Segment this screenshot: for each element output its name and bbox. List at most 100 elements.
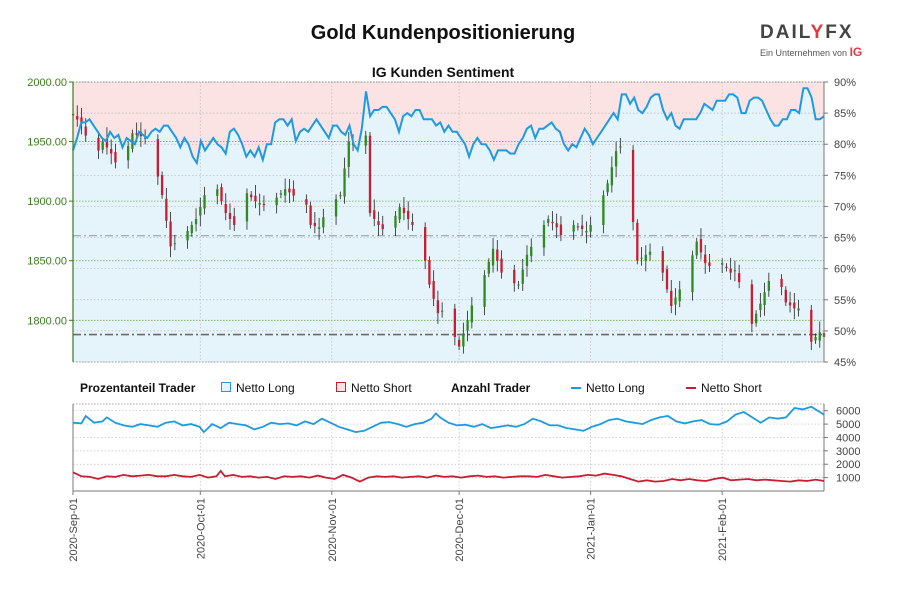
- pct-tick-label: 70%: [834, 201, 856, 213]
- candle-body: [619, 146, 622, 148]
- short-count-line: [72, 469, 825, 483]
- long-pct-line: [72, 87, 825, 166]
- candle-body: [674, 297, 677, 305]
- candle-body: [470, 305, 473, 323]
- candle-body: [699, 238, 703, 253]
- chart-subtitle: IG Kunden Sentiment: [371, 64, 515, 80]
- candle-body: [262, 203, 266, 206]
- candle-body: [126, 145, 130, 161]
- candle-body: [364, 135, 367, 146]
- candle-body: [424, 227, 427, 261]
- candle-body: [347, 141, 350, 167]
- candle-body: [721, 263, 724, 265]
- count-tick-label: 4000: [836, 432, 860, 444]
- candle-body: [228, 213, 232, 220]
- candle-body: [767, 280, 771, 291]
- candle-body: [555, 223, 558, 228]
- candle-body: [368, 135, 372, 214]
- x-tick-label: 2020-Dec-01: [454, 498, 466, 562]
- candle-body: [245, 193, 249, 222]
- legend-pct-short-swatch: [336, 382, 346, 392]
- candle-body: [288, 188, 291, 193]
- candle-body: [283, 189, 287, 196]
- pct-tick-label: 80%: [834, 139, 856, 151]
- candle-body: [309, 205, 312, 225]
- candle-body: [589, 224, 592, 232]
- legend-pct-long: Netto Long: [236, 381, 295, 395]
- count-tick-label: 1000: [836, 473, 860, 485]
- candle-body: [250, 194, 253, 198]
- candle-body: [432, 280, 435, 299]
- dailyfx-logo: DAILYFX Ein Unternehmen von IG: [760, 22, 870, 59]
- candle-body: [491, 248, 495, 266]
- long-count-line: [72, 405, 825, 434]
- candle-body: [640, 257, 643, 259]
- pct-tick-label: 90%: [834, 77, 856, 89]
- candle-body: [542, 224, 546, 248]
- x-tick-label: 2020-Sep-01: [68, 498, 80, 562]
- candle-body: [750, 284, 754, 324]
- candle-body: [80, 117, 83, 124]
- pct-tick-label: 85%: [834, 108, 856, 120]
- candle-body: [224, 204, 227, 214]
- legend-count-header: Anzahl Trader: [451, 381, 531, 395]
- candle-body: [292, 188, 295, 196]
- candle-body: [644, 254, 647, 261]
- candle-body: [220, 187, 223, 202]
- candle-body: [258, 203, 261, 205]
- candle-body: [254, 195, 257, 202]
- price-tick-label: 1850.00: [27, 256, 67, 268]
- candle-body: [559, 224, 563, 236]
- candle-body: [339, 195, 342, 197]
- legend-count-long-line: [571, 387, 581, 389]
- pct-tick-label: 75%: [834, 170, 856, 182]
- pct-tick-label: 55%: [834, 295, 856, 307]
- candle-body: [131, 133, 134, 149]
- candle-body: [76, 116, 79, 120]
- price-tick-label: 1800.00: [27, 315, 67, 327]
- candle-body: [216, 189, 219, 196]
- candle-body: [377, 221, 380, 225]
- candle-body: [572, 224, 575, 232]
- candle-body: [194, 219, 198, 225]
- candle-body: [610, 167, 614, 186]
- candle-body: [233, 216, 236, 225]
- candle-body: [483, 275, 486, 307]
- count-tick-label: 5000: [836, 419, 860, 431]
- candle-body: [521, 269, 524, 284]
- pct-tick-label: 50%: [834, 326, 856, 338]
- legend-count-short-line: [686, 387, 696, 389]
- candle-body: [190, 224, 193, 234]
- candle-body: [810, 309, 813, 342]
- candle-body: [411, 221, 414, 225]
- candle-body: [373, 210, 376, 220]
- candle-body: [165, 198, 168, 221]
- chart-title: Gold Kundenpositionierung: [310, 22, 576, 44]
- pct-tick-label: 65%: [834, 233, 856, 245]
- candle-body: [305, 199, 308, 205]
- x-tick-label: 2020-Oct-01: [195, 498, 207, 559]
- candle-body: [547, 219, 550, 223]
- price-tick-label: 2000.00: [27, 77, 67, 89]
- candle-body: [487, 261, 490, 274]
- candle-body: [436, 300, 440, 314]
- legend-count-long: Netto Long: [586, 381, 645, 395]
- candle-body: [530, 246, 533, 257]
- price-tick-label: 1950.00: [27, 137, 67, 149]
- candle-body: [186, 230, 189, 241]
- candle-body: [114, 152, 117, 163]
- candle-body: [135, 133, 138, 135]
- candle-body: [525, 254, 529, 267]
- candle-body: [580, 225, 584, 229]
- candle-body: [691, 255, 694, 293]
- candle-body: [759, 303, 762, 311]
- candle-body: [585, 230, 588, 233]
- candle-body: [678, 289, 681, 302]
- candle-body: [110, 148, 113, 154]
- candle-body: [814, 336, 817, 341]
- candle-body: [428, 260, 431, 285]
- candle-body: [462, 333, 465, 347]
- candle-body: [84, 126, 87, 136]
- candle-body: [665, 269, 669, 290]
- candle-body: [457, 339, 461, 347]
